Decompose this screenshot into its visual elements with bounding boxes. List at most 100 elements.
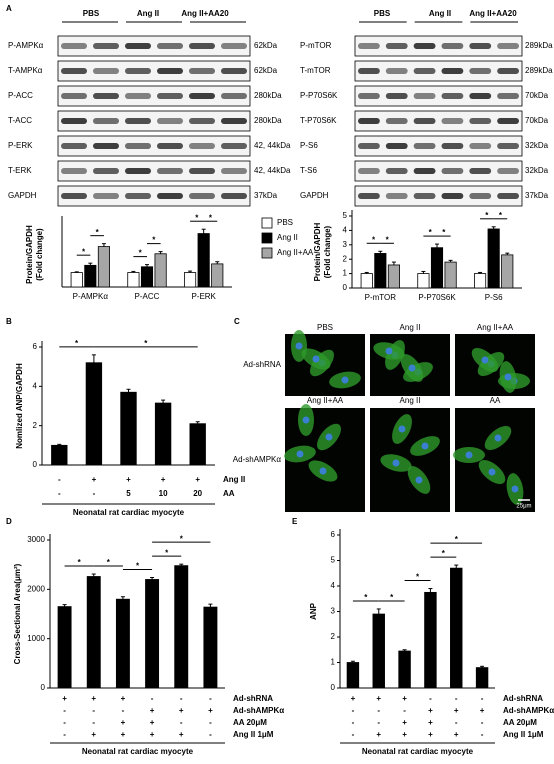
blot-band (441, 93, 464, 99)
blot-band (93, 68, 119, 74)
y-axis-label: (Fold change) (35, 228, 44, 281)
bar (127, 272, 140, 288)
blot-size: 70kDa (525, 91, 549, 100)
condition-cell: + (454, 730, 459, 739)
column-label: Ang II+AA (307, 396, 344, 405)
blot-strip (354, 35, 523, 57)
blot-band (385, 93, 408, 99)
blot-band (189, 143, 215, 149)
condition-cell: 5 (126, 489, 131, 498)
x-tick-label: P-ACC (135, 292, 160, 301)
column-label: PBS (317, 323, 333, 332)
blot-strip (354, 85, 523, 107)
bar (115, 598, 130, 689)
condition-cell: + (121, 730, 126, 739)
condition-label: Ad-shAMPKα (233, 706, 284, 715)
nucleus (415, 476, 423, 484)
y-axis-label: (Fold change) (323, 225, 332, 278)
condition-cell: - (180, 718, 183, 727)
condition-cell: - (209, 730, 212, 739)
condition-cell: + (91, 730, 96, 739)
bar (85, 362, 103, 466)
blot-band (125, 193, 151, 199)
blot-band (221, 93, 247, 99)
blot-size: 37kDa (525, 191, 549, 200)
scale-label: 25μm (516, 504, 531, 510)
blot-size: 62kDa (254, 66, 278, 75)
blot-size: 32kDa (525, 141, 549, 150)
x-tick-label: P-mTOR (365, 293, 397, 302)
condition-cell: + (161, 475, 166, 484)
blot-band (221, 143, 247, 149)
legend-swatch (261, 217, 273, 229)
condition-cell: + (402, 694, 407, 703)
nucleus (408, 364, 416, 372)
condition-cell: - (122, 706, 125, 715)
condition-cell: - (209, 718, 212, 727)
blot-band (413, 118, 436, 124)
condition-cell: + (62, 694, 67, 703)
blot-strip (354, 185, 523, 207)
blot-row-label: P-S6 (300, 141, 318, 150)
blot-strip (57, 160, 251, 182)
blot-band (157, 168, 183, 174)
nucleus (392, 459, 400, 467)
bar (154, 402, 172, 466)
condition-cell: - (481, 718, 484, 727)
x-tick-label: P-S6 (485, 293, 503, 302)
blot-band (469, 93, 492, 99)
blot-band (61, 43, 87, 49)
nucleus (398, 425, 406, 433)
blot-band (221, 118, 247, 124)
significance-mark: * (96, 228, 100, 237)
condition-cell: - (352, 718, 355, 727)
nucleus (465, 451, 473, 459)
significance-mark: * (416, 573, 420, 582)
nucleus (385, 347, 393, 355)
significance-mark: * (75, 339, 79, 348)
y-tick-label: 0 (343, 283, 348, 292)
x-axis-label: Neonatal rat cardiac myocyte (82, 747, 194, 756)
condition-label: Ad-shRNA (503, 694, 543, 703)
blot-band (469, 118, 492, 124)
blot-band (413, 168, 436, 174)
blot-band (125, 93, 151, 99)
bar (475, 667, 489, 689)
significance-mark: * (195, 213, 199, 222)
column-label: Ang II (400, 323, 421, 332)
condition-label: Ang II 1μM (233, 730, 274, 739)
condition-cell: - (93, 489, 96, 498)
blot-band (61, 193, 87, 199)
nucleus (421, 442, 429, 450)
bar (174, 565, 189, 689)
y-tick-label: 5 (331, 556, 336, 565)
nucleus (302, 416, 310, 424)
condition-cell: + (376, 730, 381, 739)
blot-size: 42, 44kDa (254, 141, 291, 150)
blot-band (157, 93, 183, 99)
bar (97, 246, 111, 288)
blot-row-label: T-ERK (8, 166, 32, 175)
blot-band (125, 43, 151, 49)
condition-cell: - (403, 706, 406, 715)
condition-cell: + (150, 706, 155, 715)
condition-label: Ad-shRNA (233, 694, 273, 703)
condition-cell: + (150, 718, 155, 727)
blot-band (413, 193, 436, 199)
condition-cell: + (91, 694, 96, 703)
y-tick-label: 6 (33, 342, 38, 351)
column-label: AA (490, 396, 501, 405)
bar (154, 253, 167, 288)
blot-band (441, 118, 464, 124)
blot-band (93, 168, 119, 174)
blot-band (469, 168, 492, 174)
column-label: Ang II (400, 396, 421, 405)
condition-cell: 20 (193, 489, 202, 498)
nucleus (511, 485, 519, 493)
blot-band (157, 43, 183, 49)
blot-band (221, 168, 247, 174)
bar (372, 613, 385, 689)
blot-size: 70kDa (525, 116, 549, 125)
blot-row-label: P-mTOR (300, 41, 332, 50)
blot-row-label: GAPDH (300, 191, 329, 200)
